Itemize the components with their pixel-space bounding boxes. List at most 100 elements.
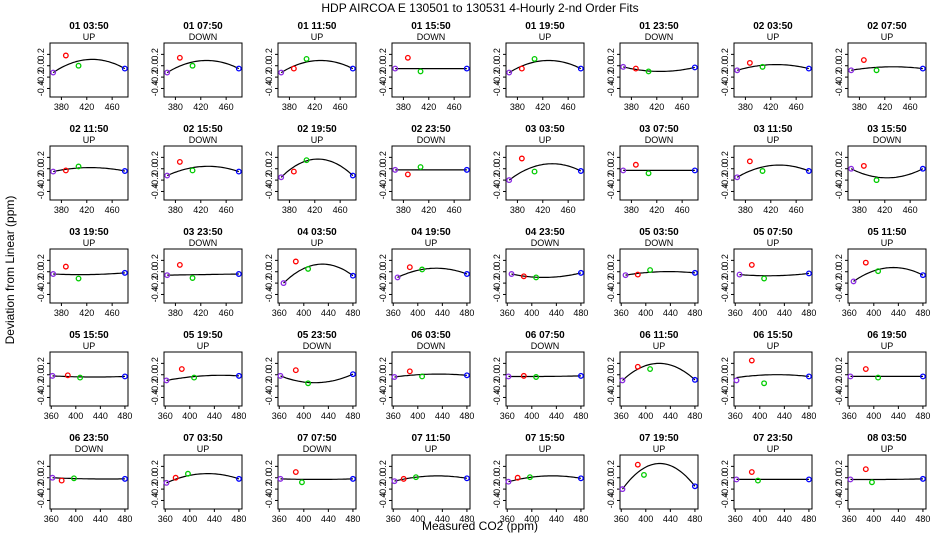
x-tick-label: 480 bbox=[345, 308, 360, 318]
data-point bbox=[691, 64, 698, 71]
y-tick-label: -0.2 bbox=[834, 481, 844, 497]
fit-curve bbox=[511, 272, 582, 278]
data-point bbox=[292, 258, 299, 265]
data-point bbox=[235, 271, 242, 277]
x-tick-label: 480 bbox=[801, 514, 816, 524]
data-point bbox=[163, 377, 170, 384]
data-point bbox=[163, 479, 170, 486]
y-tick-label: -0.2 bbox=[264, 275, 274, 291]
data-point bbox=[873, 67, 880, 74]
y-tick-label: -0.4 bbox=[834, 81, 844, 97]
x-tick-label: 360 bbox=[386, 514, 401, 524]
data-point bbox=[862, 259, 869, 266]
x-tick-label: 440 bbox=[777, 411, 792, 421]
panel-direction: UP bbox=[767, 32, 780, 42]
x-tick-label: 480 bbox=[231, 411, 246, 421]
y-tick-label: 0.0 bbox=[36, 59, 46, 72]
panel-title: 06 19:50 bbox=[867, 330, 907, 341]
data-point bbox=[875, 374, 882, 381]
y-tick-label: 0.2 bbox=[378, 357, 388, 370]
y-tick-label: -0.2 bbox=[150, 275, 160, 291]
x-tick-label: 400 bbox=[410, 308, 425, 318]
data-point bbox=[349, 272, 356, 279]
data-point bbox=[189, 275, 196, 281]
x-tick-label: 480 bbox=[117, 411, 132, 421]
data-point bbox=[518, 155, 525, 162]
fit-curve bbox=[508, 375, 581, 378]
panel-title: 06 03:50 bbox=[411, 330, 451, 341]
data-point bbox=[748, 469, 755, 476]
panel-title: 01 07:50 bbox=[183, 21, 223, 32]
y-tick-label: 0.0 bbox=[834, 265, 844, 278]
panel-frame bbox=[619, 248, 699, 304]
x-tick-label: 380 bbox=[510, 102, 525, 112]
data-point bbox=[805, 168, 812, 174]
x-tick-label: 380 bbox=[168, 308, 183, 318]
data-point bbox=[50, 271, 57, 277]
panel-frame bbox=[49, 248, 129, 304]
x-tick-label: 380 bbox=[282, 205, 297, 215]
panel-title: 03 03:50 bbox=[525, 124, 565, 135]
x-tick-label: 460 bbox=[219, 308, 234, 318]
x-tick-label: 420 bbox=[421, 205, 436, 215]
panel-title: 07 07:50 bbox=[297, 433, 337, 444]
data-point bbox=[620, 167, 627, 174]
fit-curve bbox=[280, 373, 354, 384]
data-point bbox=[62, 263, 69, 270]
x-tick-label: 400 bbox=[410, 514, 425, 524]
y-tick-label: -0.4 bbox=[36, 493, 46, 509]
x-tick-label: 380 bbox=[54, 205, 69, 215]
panel-frame bbox=[505, 351, 585, 407]
y-tick-label: -0.4 bbox=[150, 493, 160, 509]
x-tick-label: 440 bbox=[435, 514, 450, 524]
x-tick-label: 360 bbox=[842, 308, 857, 318]
y-tick-label: 0.2 bbox=[492, 48, 502, 61]
y-tick-label: -0.2 bbox=[492, 69, 502, 85]
panel-frame bbox=[277, 145, 357, 201]
panel-direction: DOWN bbox=[645, 238, 674, 248]
y-tick-label: -0.2 bbox=[264, 378, 274, 394]
y-tick-label: -0.4 bbox=[378, 390, 388, 406]
y-tick-label: 0.0 bbox=[378, 59, 388, 72]
data-point bbox=[761, 380, 768, 387]
data-point bbox=[121, 475, 128, 482]
panel-title: 06 11:50 bbox=[640, 330, 679, 341]
fit-curve bbox=[736, 164, 810, 178]
data-point bbox=[805, 476, 812, 483]
data-point bbox=[394, 274, 401, 281]
data-point bbox=[75, 275, 82, 282]
y-tick-label: 0.2 bbox=[606, 254, 616, 267]
data-point bbox=[191, 374, 198, 381]
data-point bbox=[805, 65, 812, 72]
x-tick-label: 420 bbox=[535, 102, 550, 112]
y-tick-label: 0.2 bbox=[720, 357, 730, 370]
panel-title: 06 07:50 bbox=[525, 330, 565, 341]
panel-direction: UP bbox=[881, 444, 894, 454]
panel-title: 02 15:50 bbox=[183, 124, 223, 135]
panel-direction: UP bbox=[767, 238, 780, 248]
data-point bbox=[647, 366, 654, 373]
y-tick-label: 0.2 bbox=[606, 48, 616, 61]
x-tick-label: 460 bbox=[561, 205, 576, 215]
data-point bbox=[634, 271, 641, 278]
y-tick-label: 0.2 bbox=[378, 48, 388, 61]
panel-frame bbox=[277, 42, 357, 98]
data-point bbox=[734, 67, 741, 74]
data-point bbox=[189, 62, 196, 69]
panel-title: 04 19:50 bbox=[411, 227, 451, 238]
y-tick-label: -0.2 bbox=[606, 69, 616, 85]
y-tick-label: -0.2 bbox=[264, 481, 274, 497]
panel-title: 08 03:50 bbox=[867, 433, 907, 444]
y-tick-label: -0.4 bbox=[150, 287, 160, 303]
x-tick-label: 420 bbox=[877, 102, 892, 112]
panel-frame bbox=[847, 42, 927, 98]
x-tick-label: 420 bbox=[193, 308, 208, 318]
y-tick-label: -0.4 bbox=[264, 81, 274, 97]
